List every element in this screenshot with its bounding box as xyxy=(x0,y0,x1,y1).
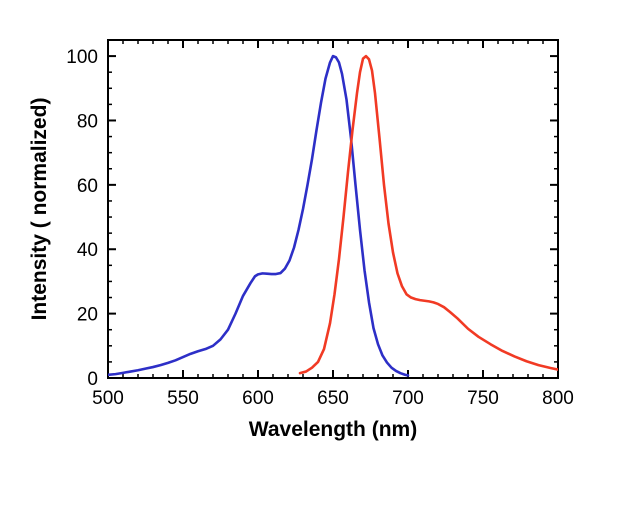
y-tick-label: 40 xyxy=(77,240,98,261)
x-tick-label: 750 xyxy=(467,388,499,409)
y-axis-label: Intensity ( normalized) xyxy=(28,98,51,321)
y-tick-label: 0 xyxy=(87,369,98,390)
chart-container: { "chart": { "type": "line", "background… xyxy=(0,0,640,511)
x-tick-label: 600 xyxy=(242,388,274,409)
x-tick-label: 700 xyxy=(392,388,424,409)
x-tick-label: 550 xyxy=(167,388,199,409)
x-axis-label: Wavelength (nm) xyxy=(249,418,417,441)
x-tick-label: 500 xyxy=(92,388,124,409)
spectrum-chart: 500 550 600 650 700 750 800 0 20 40 60 80 100 Wavelen… xyxy=(0,0,640,511)
y-tick-label: 100 xyxy=(66,47,98,68)
y-tick-label: 60 xyxy=(77,176,98,197)
y-tick-label: 20 xyxy=(77,305,98,326)
x-tick-label: 800 xyxy=(542,388,574,409)
y-tick-label: 80 xyxy=(77,111,98,132)
x-tick-label: 650 xyxy=(317,388,349,409)
